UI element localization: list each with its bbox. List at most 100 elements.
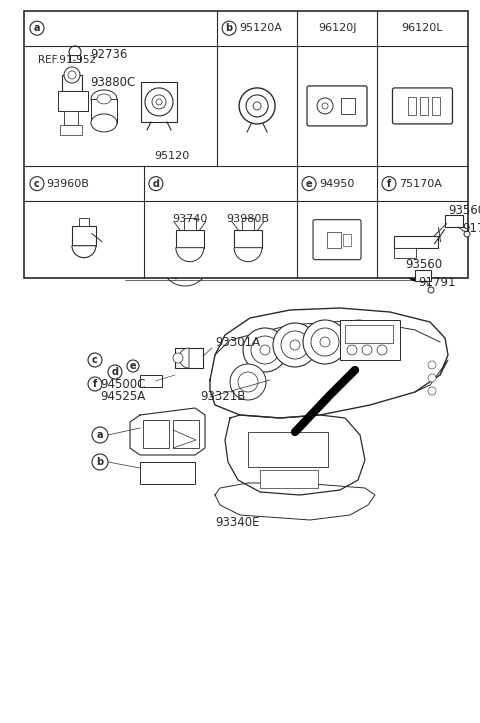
Bar [248,432,328,467]
Circle shape [222,21,236,35]
Text: 95120: 95120 [154,151,189,161]
Circle shape [428,387,436,395]
Text: 94525A: 94525A [100,390,145,403]
Circle shape [281,331,309,359]
Circle shape [382,176,396,191]
Bar [143,420,169,448]
Bar [415,270,431,281]
Circle shape [108,365,122,379]
Wedge shape [179,348,189,368]
Bar [173,420,199,448]
Circle shape [173,353,183,363]
Circle shape [238,372,258,392]
Circle shape [88,377,102,391]
Circle shape [253,102,261,110]
Wedge shape [234,248,262,262]
Bar [24,11,468,278]
Text: b: b [226,23,233,33]
Text: 96120L: 96120L [402,23,443,33]
Circle shape [290,340,300,350]
Text: d: d [111,367,119,377]
Text: 94950: 94950 [319,179,354,189]
Bar [420,97,429,115]
Bar [184,218,196,230]
Text: 93560: 93560 [448,203,480,216]
Bar [140,462,195,484]
FancyBboxPatch shape [313,220,361,260]
Text: 93880C: 93880C [90,77,135,90]
Ellipse shape [91,90,117,108]
Circle shape [303,320,347,364]
Circle shape [260,345,270,355]
Text: 93321B: 93321B [200,390,245,403]
Circle shape [320,337,330,347]
Circle shape [251,336,279,364]
Bar [79,218,89,226]
Circle shape [239,88,275,124]
Text: 93301A: 93301A [215,335,260,348]
Circle shape [92,427,108,443]
Bar [58,91,88,111]
Text: 91791: 91791 [418,276,456,289]
Bar [70,55,80,62]
Text: f: f [93,379,97,389]
Circle shape [243,328,287,372]
Circle shape [464,231,470,237]
Bar [64,111,78,125]
Circle shape [152,95,166,109]
Circle shape [362,345,372,355]
Bar [242,218,254,230]
Text: 93340E: 93340E [215,515,260,529]
Text: 94500C: 94500C [100,377,145,390]
Circle shape [92,454,108,470]
Text: 93740: 93740 [172,214,207,224]
Bar [141,82,177,122]
Text: a: a [34,23,40,33]
Circle shape [347,345,357,355]
Text: 75170A: 75170A [399,179,442,189]
FancyBboxPatch shape [307,86,367,126]
Text: f: f [387,179,391,189]
Circle shape [68,71,76,79]
Text: 91791: 91791 [462,221,480,234]
Circle shape [428,287,434,293]
Bar [343,234,351,246]
Circle shape [317,98,333,114]
Bar [175,348,203,368]
Bar [345,325,393,343]
Bar [445,215,463,227]
Text: 92736: 92736 [90,48,127,61]
Circle shape [127,360,139,372]
Bar [234,230,262,248]
Text: 96120J: 96120J [318,23,356,33]
Text: 93980B: 93980B [227,214,270,224]
Text: 93960B: 93960B [46,179,89,189]
Circle shape [322,103,328,109]
Text: 95120A: 95120A [239,23,282,33]
Text: c: c [92,355,98,365]
Circle shape [156,99,162,105]
Circle shape [273,323,317,367]
Ellipse shape [97,94,111,104]
Bar [140,375,162,387]
Bar [340,320,400,360]
Circle shape [246,95,268,117]
Bar [327,231,341,248]
Circle shape [302,176,316,191]
Bar [395,248,417,257]
Bar [260,470,318,488]
Bar [72,226,96,246]
Text: b: b [96,457,104,467]
Bar [432,97,441,115]
Text: c: c [34,179,40,189]
Bar [402,168,416,190]
Bar [341,98,355,114]
Circle shape [149,176,163,191]
Text: d: d [152,179,159,189]
Bar [62,75,82,91]
Text: 93560: 93560 [405,259,442,272]
Text: e: e [130,361,136,371]
Bar [91,99,117,123]
Circle shape [428,374,436,382]
Circle shape [145,88,173,116]
